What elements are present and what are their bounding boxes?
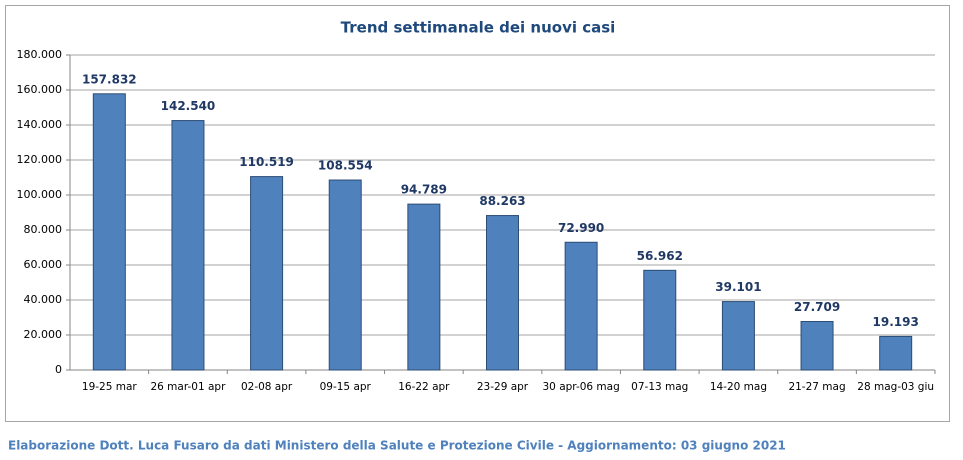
data-label: 94.789: [401, 183, 447, 197]
bar: [643, 269, 677, 371]
bar: [92, 93, 126, 371]
y-tick-label: 80.000: [24, 223, 63, 236]
chart-title: Trend settimanale dei nuovi casi: [341, 19, 616, 37]
bar: [486, 215, 519, 371]
data-label: 157.832: [82, 72, 137, 86]
y-tick-label: 100.000: [17, 188, 63, 201]
x-tick-label: 26 mar-01 apr: [150, 381, 226, 393]
data-label: 39.101: [715, 280, 761, 294]
x-tick-label: 09-15 apr: [320, 381, 372, 393]
bar: [800, 321, 834, 371]
y-tick-label: 180.000: [17, 48, 63, 61]
y-tick-label: 160.000: [17, 83, 63, 96]
y-tick-label: 60.000: [24, 258, 63, 271]
bar: [407, 203, 441, 371]
chart-frame: [5, 5, 950, 422]
y-tick-label: 40.000: [24, 293, 63, 306]
data-label: 27.709: [794, 300, 840, 314]
x-tick-label: 23-29 apr: [477, 381, 529, 393]
source-note: Elaborazione Dott. Luca Fusaro da dati M…: [8, 439, 786, 453]
y-tick-label: 140.000: [17, 118, 63, 131]
x-tick-label: 14-20 mag: [710, 381, 767, 393]
x-tick-label: 19-25 mar: [82, 381, 138, 393]
data-label: 142.540: [161, 99, 216, 113]
bar: [328, 179, 362, 371]
bar: [879, 335, 913, 371]
data-label: 110.519: [239, 155, 294, 169]
data-label: 56.962: [637, 249, 683, 263]
y-tick-label: 120.000: [17, 153, 63, 166]
bar: [171, 120, 205, 371]
data-label: 72.990: [558, 221, 604, 235]
data-label: 88.263: [479, 194, 525, 208]
bar: [564, 241, 598, 371]
x-tick-label: 21-27 mag: [788, 381, 845, 393]
x-tick-label: 07-13 mag: [631, 381, 688, 393]
y-tick-label: 20.000: [24, 328, 63, 341]
x-tick-label: 02-08 apr: [241, 381, 293, 393]
data-label: 108.554: [318, 159, 373, 173]
bar: [250, 176, 284, 371]
data-label: 19.193: [873, 315, 919, 329]
x-tick-label: 16-22 apr: [398, 381, 450, 393]
bar: [721, 301, 755, 371]
x-tick-label: 30 apr-06 mag: [543, 381, 620, 393]
y-tick-label: 0: [55, 363, 62, 376]
x-tick-label: 28 mag-03 giu: [857, 381, 934, 393]
